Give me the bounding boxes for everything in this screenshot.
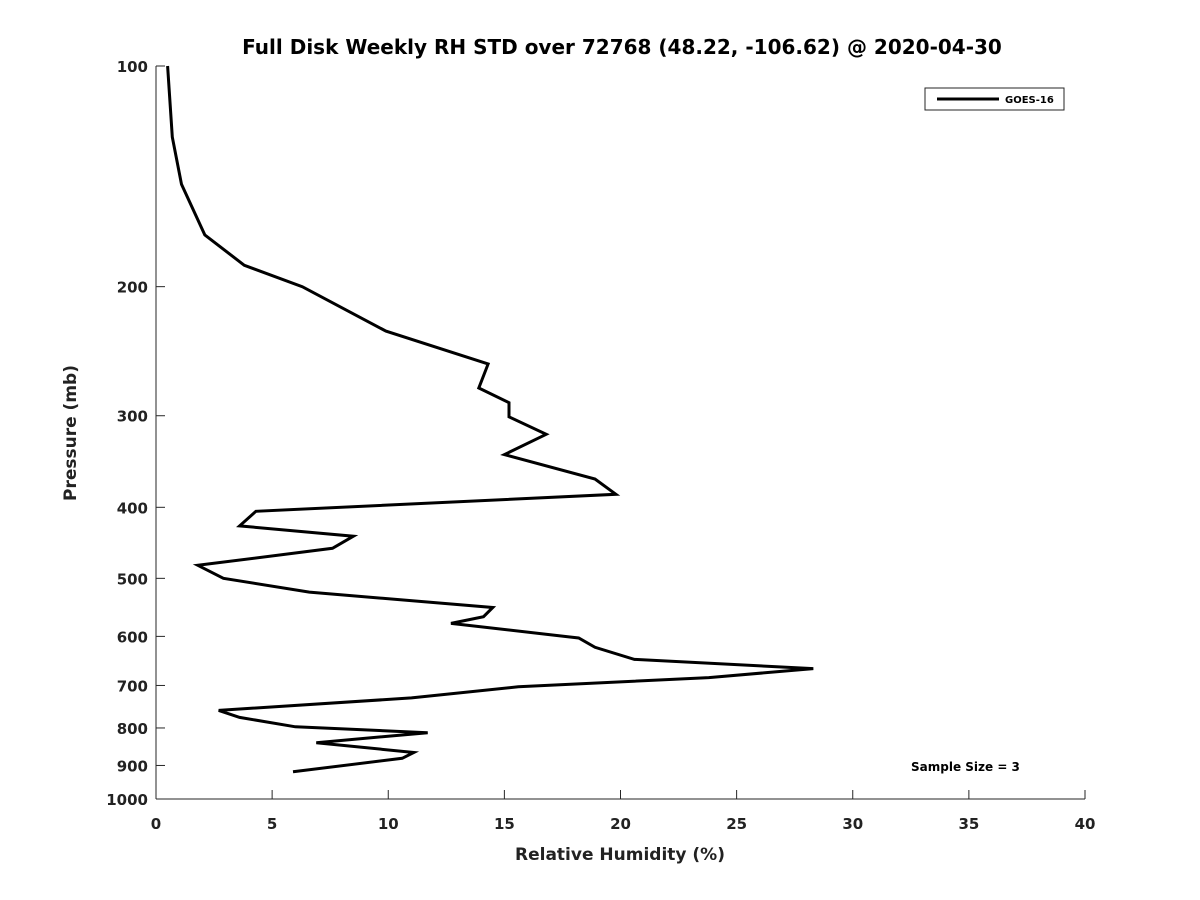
y-tick-label: 400 xyxy=(117,499,148,517)
x-tick-label: 0 xyxy=(151,815,161,833)
x-tick-label: 5 xyxy=(267,815,277,833)
x-tick-label: 15 xyxy=(494,815,515,833)
y-axis-label: Pressure (mb) xyxy=(61,365,81,501)
y-tick-label: 100 xyxy=(117,58,148,76)
x-ticks: 0 5 10 15 20 25 30 35 40 xyxy=(151,790,1096,833)
legend-label-goes-16: GOES-16 xyxy=(1005,95,1054,106)
y-tick-label: 900 xyxy=(117,757,148,775)
x-tick-label: 10 xyxy=(378,815,399,833)
y-tick-label: 700 xyxy=(117,677,148,695)
x-tick-label: 25 xyxy=(726,815,747,833)
y-tick-label: 600 xyxy=(117,628,148,646)
x-tick-label: 20 xyxy=(610,815,631,833)
axes xyxy=(155,66,1085,800)
sample-size-annotation: Sample Size = 3 xyxy=(911,760,1020,774)
series-line-goes-16 xyxy=(166,65,814,774)
y-ticks: 100 200 300 400 500 600 700 800 900 1000 xyxy=(106,58,165,809)
series-layer xyxy=(166,65,814,774)
x-tick-label: 30 xyxy=(842,815,863,833)
x-tick-label: 40 xyxy=(1075,815,1096,833)
y-tick-label: 800 xyxy=(117,720,148,738)
x-axis-label: Relative Humidity (%) xyxy=(515,845,725,865)
y-tick-label: 300 xyxy=(117,408,148,426)
chart-title: Full Disk Weekly RH STD over 72768 (48.2… xyxy=(242,35,1002,59)
y-tick-label: 500 xyxy=(117,570,148,588)
y-tick-label: 200 xyxy=(117,279,148,297)
legend: GOES-16 xyxy=(924,87,1065,111)
x-tick-label: 35 xyxy=(958,815,979,833)
y-tick-label: 1000 xyxy=(106,791,148,809)
